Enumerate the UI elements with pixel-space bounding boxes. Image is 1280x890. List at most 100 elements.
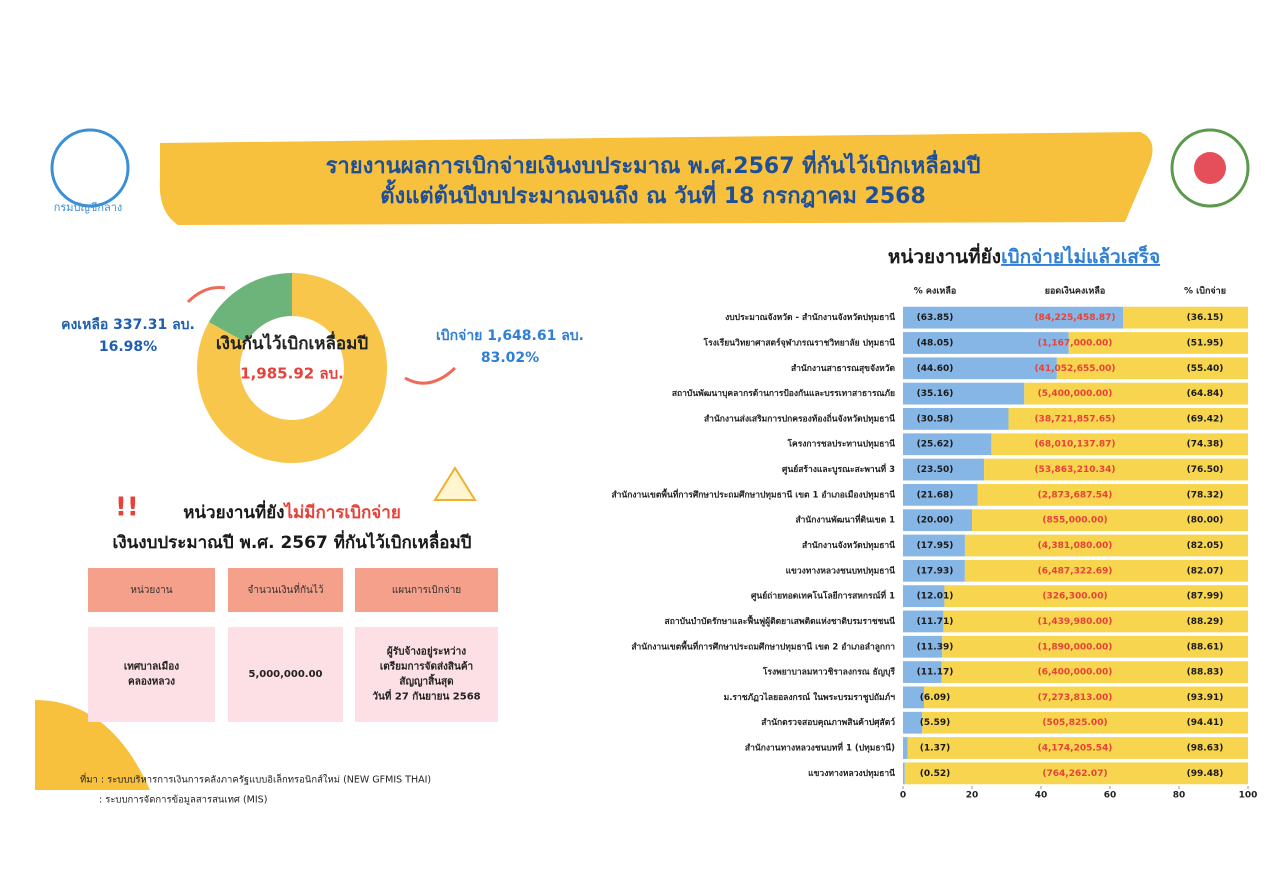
- table-header-cell: [88, 568, 215, 612]
- value-label: (99.48): [1187, 769, 1224, 779]
- table-title: หน่วยงานที่ยังไม่มีการเบิกจ่าย: [183, 500, 401, 523]
- value-label: (6.09): [920, 693, 950, 703]
- value-label: (11.17): [917, 668, 954, 678]
- value-label: (88.83): [1187, 668, 1224, 678]
- category-label: แขวงทางหลวงปทุมธานี: [808, 768, 895, 779]
- bar-segment: [942, 635, 1248, 658]
- category-label: ม.ราชภัฏวไลยอลงกรณ์ ในพระบรมราชูปถัมภ์ฯ: [724, 692, 896, 703]
- x-tick-label: 80: [1173, 791, 1186, 801]
- category-label: สำนักงานเขตพื้นที่การศึกษาประถมศึกษาปทุม…: [631, 639, 895, 652]
- value-label: (30.58): [917, 414, 954, 424]
- table-header-text: จำนวนเงินที่กันไว้: [247, 582, 323, 596]
- amount-label: (855,000.00): [1042, 516, 1107, 526]
- bar-segment: [1008, 408, 1248, 430]
- value-label: (23.50): [917, 465, 954, 475]
- amount-label: (1,167,000.00): [1038, 338, 1113, 348]
- table-cell-text: ผู้รับจ้างอยู่ระหว่าง: [387, 646, 466, 659]
- bar-segment: [903, 762, 905, 785]
- x-tick-label: 20: [966, 791, 979, 801]
- bar-segment: [941, 661, 1248, 683]
- value-label: (36.15): [1187, 313, 1224, 323]
- table-subtitle: เงินงบประมาณปี พ.ศ. 2567 ที่กันไว้เบิกเห…: [113, 530, 472, 553]
- exclaim-icon: !!: [115, 493, 139, 523]
- bar-chart-title-text: หน่วยงานที่ยัง: [888, 243, 1001, 268]
- bar-segment: [903, 509, 972, 532]
- value-label: (88.61): [1187, 642, 1224, 652]
- bar-segment: [903, 408, 1009, 430]
- corner-deco: [35, 700, 150, 790]
- value-label: (17.95): [917, 541, 954, 551]
- x-tick-label: 40: [1035, 791, 1048, 801]
- bar-segment: [972, 509, 1248, 532]
- category-label: สำนักงานส่งเสริมการปกครองท้องถิ่นจังหวัด…: [704, 411, 895, 424]
- category-label: สำนักงานจังหวัดปทุมธานี: [802, 540, 895, 551]
- category-label: สำนักตรวจสอบคุณภาพสินค้าปศุสัตว์: [761, 717, 895, 728]
- table-cell-text: สัญญาสิ้นสุด: [399, 674, 453, 688]
- bar-chart-title-highlight: เบิกจ่ายไม่แล้วเสร็จ: [1001, 244, 1160, 268]
- amount-label: (4,381,080.00): [1038, 541, 1113, 551]
- x-tick-label: 60: [1104, 791, 1117, 801]
- source-text: : ระบบการจัดการข้อมูลสารสนเทศ (MIS): [99, 795, 267, 806]
- category-label: โครงการชลประทานปทุมธานี: [786, 439, 895, 450]
- donut-segment: [208, 273, 292, 343]
- amount-label: (326,300.00): [1042, 592, 1107, 602]
- amount-label: (7,273,813.00): [1038, 693, 1113, 703]
- table-header-text: แผนการเบิกจ่าย: [392, 585, 461, 596]
- category-label: สำนักงานทางหลวงชนบทที่ 1 (ปทุมธานี): [745, 741, 895, 754]
- value-label: (5.59): [920, 718, 950, 728]
- value-label: (76.50): [1187, 465, 1224, 475]
- value-label: (69.42): [1187, 414, 1224, 424]
- donut-label: คงเหลือ 337.31 ลบ.: [61, 317, 195, 333]
- bar-segment: [903, 332, 1069, 354]
- table-cell-text: เทศบาลเมือง: [124, 661, 179, 673]
- category-label: สำนักงานพัฒนาที่ดินเขต 1: [795, 513, 895, 526]
- value-label: (98.63): [1187, 744, 1224, 754]
- value-label: (82.05): [1187, 541, 1224, 551]
- title: ตั้งแต่ต้นปีงบประมาณจนถึง ณ วันที่ 18 กร…: [380, 179, 926, 209]
- logo-right-inner: [1194, 152, 1226, 184]
- category-label: ศูนย์สร้างและบูรณะสะพานที่ 3: [782, 462, 895, 475]
- value-label: (55.40): [1187, 364, 1224, 374]
- arrow: [404, 366, 457, 385]
- bar-segment: [903, 585, 945, 608]
- warning-icon: [433, 466, 477, 501]
- logo-left: [50, 128, 130, 208]
- title: รายงานผลการเบิกจ่ายเงินงบประมาณ พ.ศ.2567…: [326, 149, 981, 179]
- bar-segment: [903, 483, 978, 506]
- amount-label: (38,721,857.65): [1034, 414, 1115, 424]
- bar-segment: [903, 737, 908, 759]
- table-cell-text: วันที่ 27 กันยายน 2568: [372, 689, 480, 703]
- amount-label: (4,174,205.54): [1038, 744, 1113, 754]
- bar-segment: [944, 585, 1248, 608]
- category-label: สำนักงานเขตพื้นที่การศึกษาประถมศึกษาปทุม…: [611, 487, 895, 500]
- bar-segment: [903, 661, 942, 683]
- bar-segment: [1068, 332, 1248, 354]
- column-header: % คงเหลือ: [914, 285, 957, 297]
- value-label: (80.00): [1187, 516, 1224, 526]
- bar-chart: หน่วยงานที่ยังเบิกจ่ายไม่แล้วเสร็จ % คงเห…: [611, 243, 1257, 801]
- amount-label: (53,863,210.34): [1034, 465, 1115, 475]
- bar-segment: [1123, 306, 1248, 329]
- amount-label: (505,825.00): [1042, 718, 1107, 728]
- category-label: โรงเรียนวิทยาศาสตร์จุฬาภรณราชวิทยาลัย ปท…: [703, 337, 896, 348]
- amount-label: (5,400,000.00): [1038, 389, 1113, 399]
- category-label: งบประมาณจังหวัด - สำนักงานจังหวัดปทุมธาน…: [725, 312, 895, 323]
- bar-segment: [903, 382, 1025, 405]
- bar-segment: [977, 483, 1248, 506]
- value-label: (11.71): [917, 617, 954, 627]
- value-label: (87.99): [1187, 592, 1224, 602]
- amount-label: (2,873,687.54): [1038, 490, 1113, 500]
- value-label: (48.05): [917, 338, 954, 348]
- table-header-text: หน่วยงาน: [130, 585, 172, 596]
- bar-segment: [903, 559, 965, 582]
- amount-label: (41,052,655.00): [1034, 364, 1115, 374]
- donut-label: เบิกจ่าย 1,648.61 ลบ.: [436, 328, 584, 344]
- category-label: โรงพยาบาลมหาวชิราลงกรณ ธัญบุรี: [762, 667, 896, 678]
- value-label: (35.16): [917, 389, 954, 399]
- bar-segment: [903, 635, 943, 658]
- table-title-text: หน่วยงานที่ยัง: [183, 500, 284, 523]
- value-label: (21.68): [917, 490, 954, 500]
- value-label: (82.07): [1187, 566, 1224, 576]
